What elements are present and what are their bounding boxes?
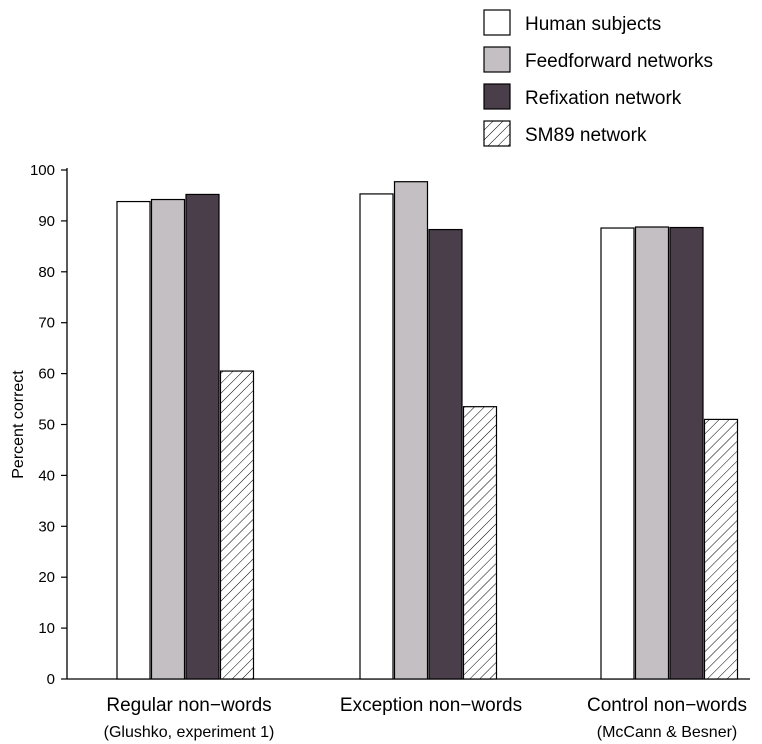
y-tick-label: 30 <box>38 518 55 535</box>
x-axis-labels: Regular non−words (Glushko, experiment 1)… <box>104 695 747 741</box>
bar-feedforward-networks-3 <box>634 226 670 680</box>
y-tick-label: 50 <box>38 417 55 434</box>
legend-label-human-subjects: Human subjects <box>525 14 661 35</box>
bar-feedforward-networks-2 <box>393 181 429 680</box>
legend-label-refixation-network: Refixation network <box>525 88 682 109</box>
legend-swatch-feedforward-networks <box>483 46 511 73</box>
bar-human-subjects-3 <box>600 227 635 680</box>
chart-bars <box>116 181 739 680</box>
x-category-sublabel: (McCann & Besner) <box>597 724 738 741</box>
bar-refixation-network-2 <box>428 228 463 680</box>
y-tick-label: 70 <box>38 315 55 332</box>
x-category-label: Control non−words <box>587 695 747 716</box>
y-tick-label: 80 <box>38 264 55 281</box>
legend-swatch-sm89-network <box>483 120 511 147</box>
legend-swatch-human-subjects <box>483 9 511 36</box>
bar-human-subjects-2 <box>359 193 394 680</box>
legend-label-feedforward-networks: Feedforward networks <box>525 51 713 72</box>
x-category-sublabel: (Glushko, experiment 1) <box>104 724 275 741</box>
y-tick-label: 0 <box>47 671 55 688</box>
bar-human-subjects-1 <box>116 200 151 680</box>
y-tick-label: 40 <box>38 467 55 484</box>
y-tick-label: 100 <box>30 162 55 179</box>
bar-refixation-network-1 <box>185 193 220 680</box>
bar-feedforward-networks-1 <box>150 198 186 680</box>
y-tick-label: 90 <box>38 213 55 230</box>
legend-swatch-refixation-network <box>483 83 511 110</box>
bar-sm89-network-1 <box>219 370 255 680</box>
x-category-label: Exception non−words <box>340 695 522 716</box>
bar-sm89-network-2 <box>462 406 498 680</box>
y-tick-label: 20 <box>38 569 55 586</box>
legend: Human subjects Feedforward networks Refixa… <box>483 9 713 147</box>
legend-label-sm89-network: SM89 network <box>525 125 647 146</box>
bar-refixation-network-3 <box>669 226 704 680</box>
chart-axes: 0 10 20 30 40 50 60 70 80 90 100 Percent correct <box>10 162 750 688</box>
bar-sm89-network-3 <box>703 418 739 680</box>
y-tick-label: 60 <box>38 366 55 383</box>
y-axis-title: Percent correct <box>10 370 27 479</box>
y-tick-label: 10 <box>38 620 55 637</box>
x-category-label: Regular non−words <box>106 695 271 716</box>
